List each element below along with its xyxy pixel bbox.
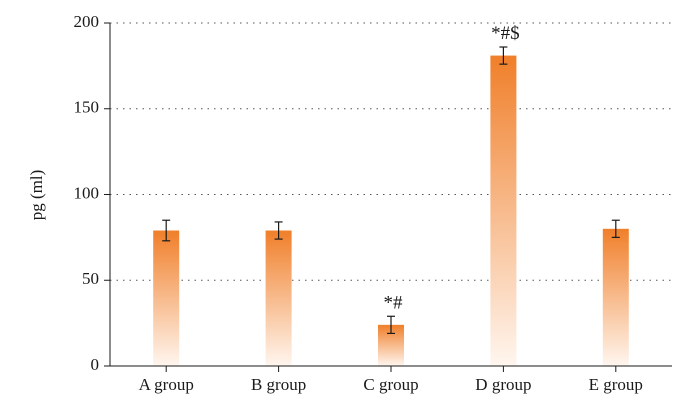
significance-annotation: *#$ bbox=[491, 23, 520, 44]
bars bbox=[153, 46, 629, 367]
x-tick-label: C group bbox=[363, 375, 418, 394]
x-tick-label: E group bbox=[589, 375, 643, 394]
y-axis-label: pg (ml) bbox=[27, 170, 46, 221]
gridlines bbox=[110, 22, 672, 281]
y-tick-label: 150 bbox=[74, 98, 100, 117]
error-bar bbox=[611, 219, 620, 238]
bar bbox=[153, 230, 180, 366]
error-bar bbox=[274, 221, 283, 240]
x-tick-label: B group bbox=[251, 375, 306, 394]
y-tick-label: 200 bbox=[74, 12, 100, 31]
error-bar bbox=[387, 315, 395, 335]
x-tick-label: A group bbox=[139, 375, 194, 394]
bar bbox=[490, 55, 517, 367]
significance-annotation: *# bbox=[384, 292, 404, 313]
error-bar bbox=[499, 46, 508, 65]
axes bbox=[104, 22, 672, 372]
labels: 0 50 100 150 200 A group B group C group *# D gro… bbox=[74, 12, 643, 394]
y-tick-label: 0 bbox=[91, 355, 100, 374]
x-tick-label: D group bbox=[475, 375, 531, 394]
bar bbox=[265, 230, 292, 366]
bar bbox=[602, 228, 629, 366]
error-bar bbox=[162, 219, 171, 242]
y-tick-label: 50 bbox=[82, 269, 99, 288]
y-tick-label: 100 bbox=[74, 183, 100, 202]
